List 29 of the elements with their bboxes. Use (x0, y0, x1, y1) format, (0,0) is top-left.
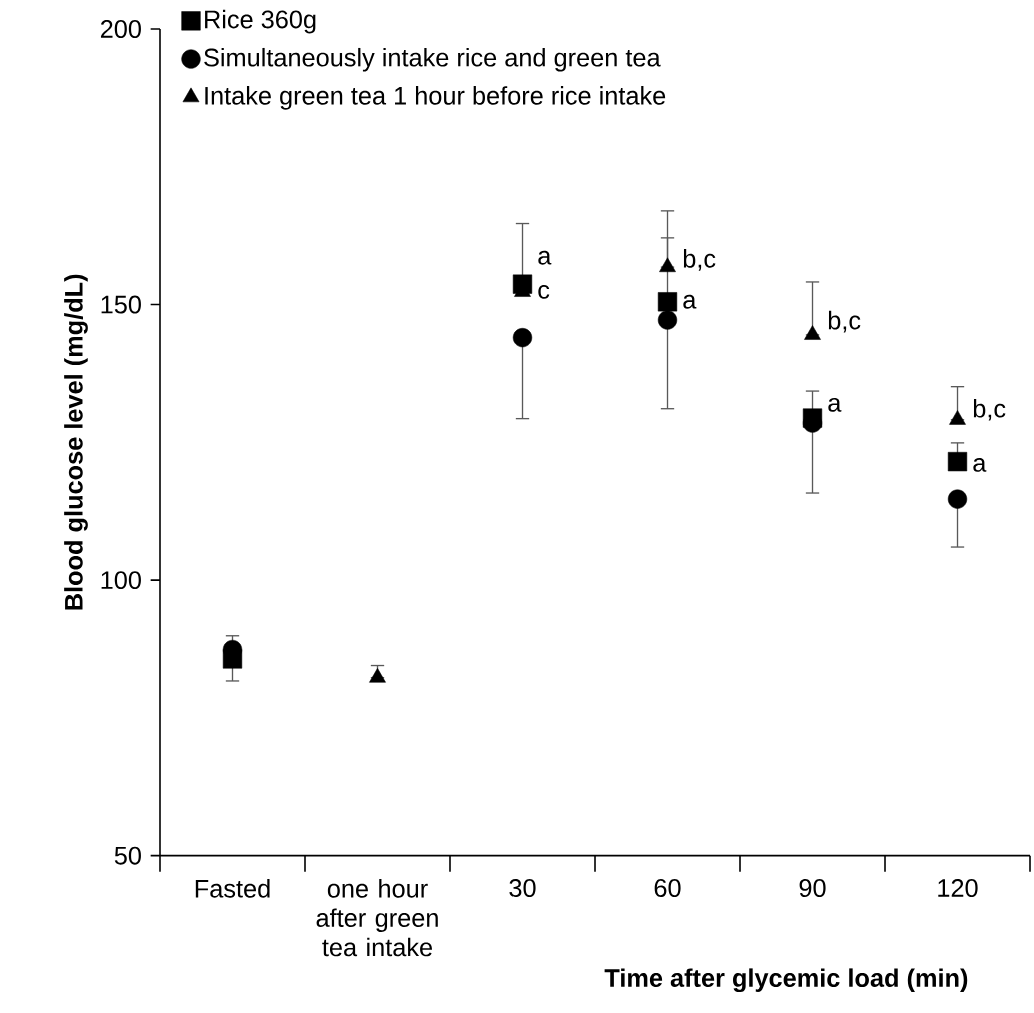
annotation: a (683, 294, 697, 309)
point (659, 257, 676, 273)
point (947, 452, 968, 472)
x-axis-title: Time after glycemic load (min) (604, 968, 968, 993)
annotation: b,c (683, 249, 716, 271)
x-tick-label: 30 (509, 879, 536, 897)
y-tick-label: 50 (114, 846, 141, 865)
x-tick-label: 90 (799, 879, 826, 897)
annotation: a (828, 397, 842, 412)
annotation: b,c (973, 399, 1006, 421)
annotation: a (538, 250, 552, 265)
point (657, 310, 678, 330)
y-tick-label: 100 (101, 571, 141, 590)
y-tick-label: 150 (101, 295, 141, 314)
annotation: c (538, 284, 550, 299)
legend-label: Intake green tea 1 hour before rice intake (205, 86, 666, 110)
x-tick-label: one hour after green tea intake (316, 879, 438, 957)
point (947, 489, 968, 509)
legend-label: Simultaneously intake rice and green tea (204, 47, 661, 72)
annotation: a (973, 457, 987, 472)
annotation: b,c (828, 310, 861, 333)
point (512, 328, 533, 348)
point (657, 292, 678, 312)
x-tick-label: Fasted (195, 879, 270, 898)
x-tick-label: 120 (938, 879, 978, 897)
legend-label: Rice 360g (205, 9, 316, 34)
y-tick-label: 200 (100, 20, 141, 38)
y-axis-title: Blood glucose level (mg/dL) (64, 274, 88, 610)
x-tick-label: 60 (654, 879, 681, 897)
